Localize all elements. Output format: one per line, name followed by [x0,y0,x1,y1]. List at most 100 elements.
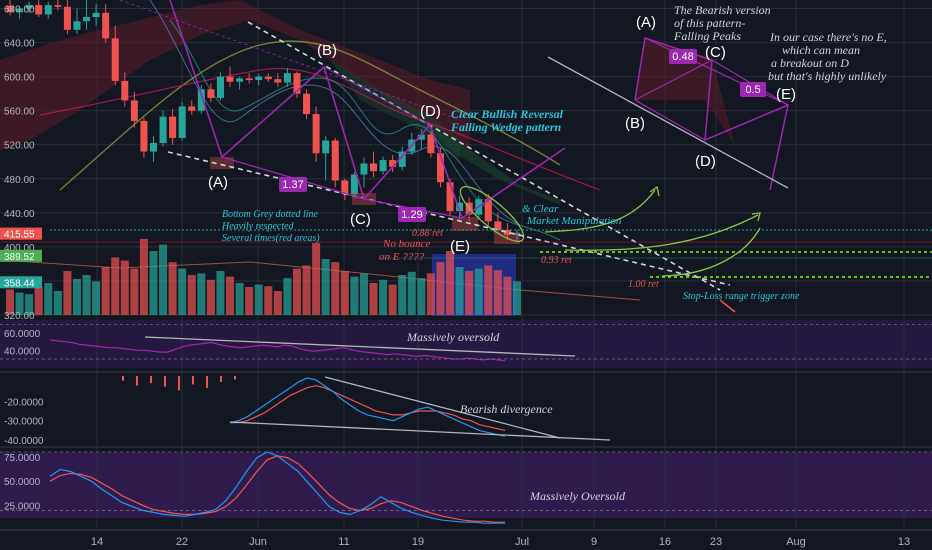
volume-bar [159,244,168,315]
ratio-badge-text: 1.37 [282,179,303,191]
x-tick-label: 9 [591,536,597,548]
y-tick-label: 520.00 [4,141,35,152]
x-tick-label: 23 [710,536,722,548]
point-c-label: (C) [350,211,371,228]
candle-body [149,143,157,152]
candle-body [130,100,138,121]
green-arrow [544,189,656,233]
candle-body [159,116,167,144]
candle-body [456,202,464,212]
rsi-note: Massively oversold [406,330,500,344]
volume-bar [312,243,321,315]
candle-body [6,5,14,12]
ma-teal [169,19,561,241]
volume-bar [6,289,14,315]
ma-blue [149,0,521,226]
volume-bar [283,278,292,315]
no-bounce-note: No bounce on E ???? [379,238,433,263]
red-zone [452,217,478,231]
rsi-trendline [144,336,576,357]
y-tick-label: 320.00 [4,311,35,322]
volume-bar [350,276,359,315]
macd-hist-bar [178,376,180,391]
ratio-badge-text: 1.29 [401,209,422,221]
volume-bar [340,271,349,315]
macd-hist-bar [136,376,138,386]
bear-note-line: which can mean [782,43,860,57]
x-tick-label: 19 [412,536,424,548]
candle-body [303,93,311,115]
point-d-label: (D) [420,103,441,120]
volume-bar [465,271,474,315]
ret-label: 1.00 ret [628,279,659,290]
stop-loss-note: Stop-Loss range trigger zone [683,291,800,302]
grey-line-note-line: Several times(red areas) [222,233,320,244]
volume-bar [302,265,311,315]
ret-label: 0.93 ret [541,255,572,266]
volume-bar [216,271,225,315]
candle-body [63,6,71,30]
purple-dotted-top [119,0,461,121]
grey-line-note-line: Heavily respected [221,221,295,232]
volume-bar [292,268,301,315]
bear-title-line: Falling Peaks [673,29,741,43]
candle-body [293,73,301,94]
candle-body [54,5,62,7]
volume-bar [44,283,53,315]
y-tick-label: 400.00 [4,243,35,254]
volume-bar [25,294,34,315]
rsi-line [49,339,506,362]
volume-bar [111,257,120,315]
candle-body [121,80,129,101]
stoch-band [0,452,932,518]
volume-bar [168,262,177,315]
volume-bar [426,273,435,315]
ratio-badge-text: 0.48 [672,51,693,63]
bear-explanation-note: In our case there's no E, which can mean… [768,30,890,83]
y-tick-label: 75.0000 [4,453,41,464]
point-a-label: (A) [208,174,228,191]
volume-bar [235,283,244,315]
y-tick-label: 25.0000 [4,502,41,513]
volume-bar [446,251,455,315]
bear-point-a-label: (A) [636,14,656,31]
candle-body [102,12,110,39]
y-tick-label: 480.00 [4,175,35,186]
candle-body [436,153,444,183]
volume-bar [187,275,196,315]
bear-title-line: The Bearish version [674,3,771,17]
red-drop-line [719,299,736,313]
macd-trendline [229,421,611,441]
candle-body [264,76,272,80]
candle-body [494,221,502,230]
no-bounce-line: on E ???? [379,251,425,263]
candle-body [389,160,397,167]
candle-body [140,120,148,152]
bottom-grey-dotted-line [167,151,731,286]
candle-body [484,199,492,222]
x-tick-label: Aug [786,536,806,548]
volume-bar [72,279,81,315]
candle-body [44,5,52,15]
bear-note-line: a breakout on D [771,56,849,70]
green-arrow [564,214,759,251]
volume-bar [359,273,368,315]
volume-bar [493,270,502,315]
volume-bar [197,273,206,315]
y-tick-label: 640.00 [4,39,35,50]
bear-point-c-label: (C) [705,44,726,61]
bearish-grey-line [547,56,789,189]
price-badge-label: 389.52 [4,252,35,263]
volume-bar [92,281,101,315]
y-tick-label: 560.00 [4,107,35,118]
macd-signal-line [230,385,506,431]
rsi-panel: 60.0000 40.0000 [0,323,932,362]
volume-bar [331,262,340,315]
volume-bar [503,276,512,315]
volume-bar [474,268,483,315]
macd-hist-bar [234,376,236,380]
green-arrow [661,227,761,277]
macd-panel: -20.0000 -30.0000 -40.0000 [4,376,506,447]
volume-bar [388,284,397,315]
